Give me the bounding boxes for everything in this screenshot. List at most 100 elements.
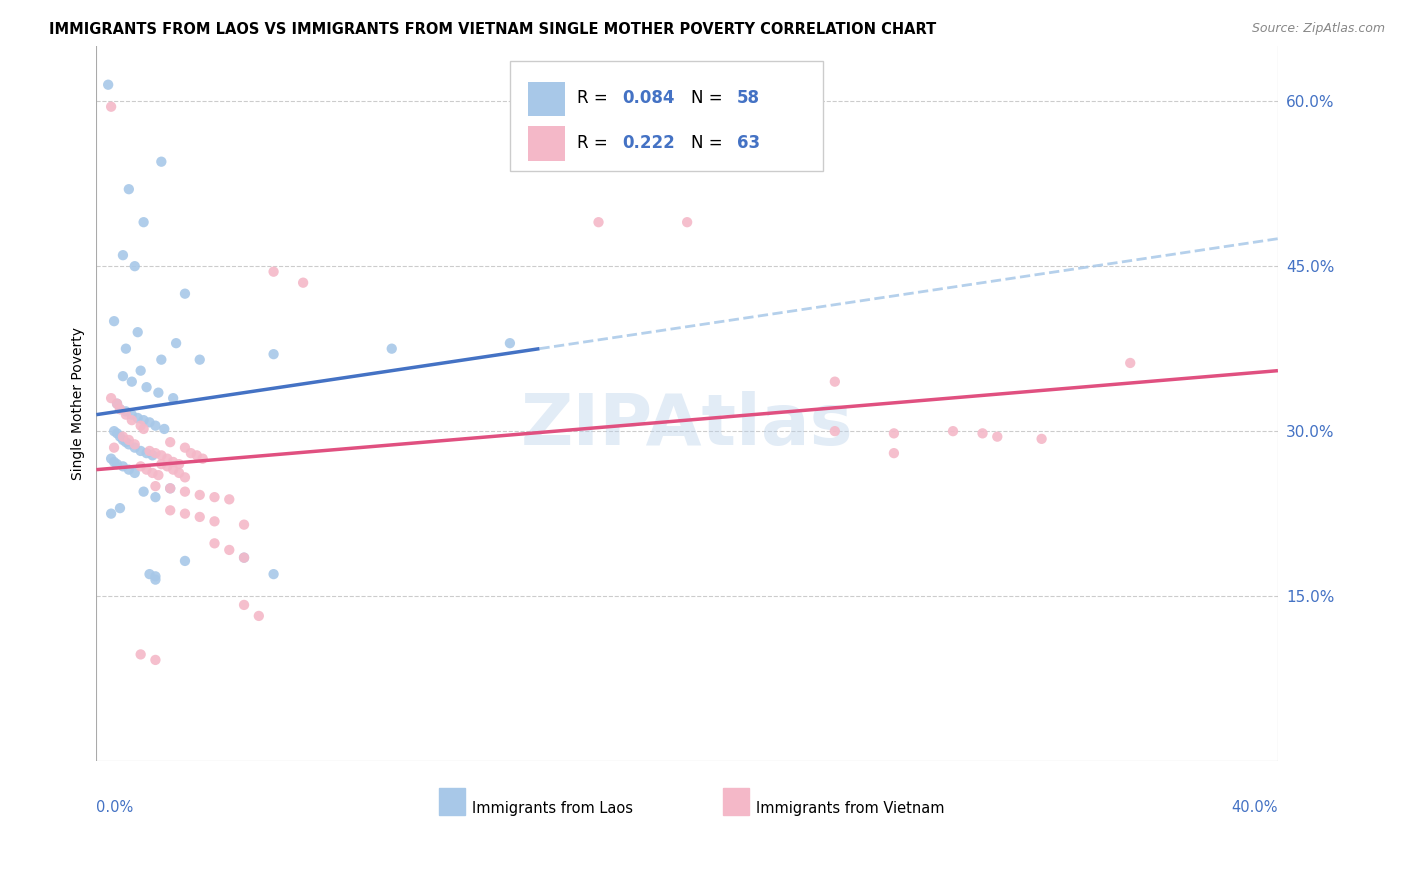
Point — [132, 422, 155, 436]
Point — [115, 404, 138, 418]
Point — [233, 598, 256, 612]
Point — [115, 435, 138, 450]
Point — [204, 536, 226, 550]
Point — [159, 435, 181, 450]
Point — [108, 402, 131, 417]
Point — [174, 484, 197, 499]
Point — [103, 314, 125, 328]
Point — [174, 286, 197, 301]
Point — [138, 444, 160, 458]
Point — [1031, 432, 1053, 446]
Point — [150, 154, 173, 169]
Point — [141, 448, 163, 462]
Point — [127, 411, 149, 425]
Text: 0.222: 0.222 — [621, 134, 675, 152]
Point — [247, 608, 270, 623]
Point — [150, 352, 173, 367]
Text: ZIPAtlas: ZIPAtlas — [520, 391, 853, 459]
Text: 63: 63 — [737, 134, 759, 152]
Point — [108, 501, 131, 516]
Point — [124, 437, 146, 451]
Point — [111, 369, 134, 384]
Point — [118, 182, 141, 196]
Point — [135, 463, 157, 477]
Text: Source: ZipAtlas.com: Source: ZipAtlas.com — [1251, 22, 1385, 36]
Point — [174, 507, 197, 521]
Point — [162, 391, 184, 405]
Text: R =: R = — [578, 134, 613, 152]
Point — [824, 424, 846, 438]
Point — [174, 470, 197, 484]
Point — [167, 457, 190, 471]
Point — [145, 569, 167, 583]
Point — [148, 385, 170, 400]
Bar — [527, 82, 565, 116]
Point — [159, 481, 181, 495]
Point — [233, 517, 256, 532]
Text: R =: R = — [578, 88, 613, 107]
Point — [121, 408, 143, 422]
Point — [588, 215, 610, 229]
Point — [141, 466, 163, 480]
Point — [138, 567, 160, 582]
Point — [191, 451, 214, 466]
Point — [115, 408, 138, 422]
Point — [103, 441, 125, 455]
Point — [233, 550, 256, 565]
Point — [111, 433, 134, 447]
Point — [292, 276, 315, 290]
Point — [121, 375, 143, 389]
Point — [150, 448, 173, 462]
Point — [100, 391, 122, 405]
Point — [115, 342, 138, 356]
Point — [233, 550, 256, 565]
Point — [108, 402, 131, 417]
Point — [188, 488, 211, 502]
Point — [156, 451, 179, 466]
Point — [100, 451, 122, 466]
Point — [132, 413, 155, 427]
Point — [167, 466, 190, 480]
Point — [156, 459, 179, 474]
Text: IMMIGRANTS FROM LAOS VS IMMIGRANTS FROM VIETNAM SINGLE MOTHER POVERTY CORRELATIO: IMMIGRANTS FROM LAOS VS IMMIGRANTS FROM … — [49, 22, 936, 37]
Point — [118, 433, 141, 447]
Point — [174, 441, 197, 455]
Point — [150, 457, 173, 471]
Point — [986, 430, 1008, 444]
Point — [118, 437, 141, 451]
Point — [103, 424, 125, 438]
Point — [111, 248, 134, 262]
Point — [135, 380, 157, 394]
Point — [145, 446, 167, 460]
Point — [121, 413, 143, 427]
Point — [127, 325, 149, 339]
Point — [145, 418, 167, 433]
Point — [218, 492, 240, 507]
Point — [159, 481, 181, 495]
Point — [124, 259, 146, 273]
Point — [1119, 356, 1142, 370]
Point — [111, 430, 134, 444]
Text: 0.0%: 0.0% — [97, 800, 134, 815]
Bar — [723, 788, 748, 814]
Point — [105, 457, 128, 471]
Y-axis label: Single Mother Poverty: Single Mother Poverty — [72, 327, 86, 480]
FancyBboxPatch shape — [510, 61, 823, 171]
Point — [100, 507, 122, 521]
Text: N =: N = — [690, 134, 727, 152]
Point — [132, 484, 155, 499]
Text: 0.084: 0.084 — [621, 88, 675, 107]
Point — [129, 648, 152, 662]
Text: 40.0%: 40.0% — [1232, 800, 1278, 815]
Point — [129, 444, 152, 458]
Point — [824, 375, 846, 389]
Point — [105, 426, 128, 441]
Point — [381, 342, 404, 356]
Point — [129, 459, 152, 474]
Point — [129, 364, 152, 378]
Text: N =: N = — [690, 88, 727, 107]
Point — [105, 397, 128, 411]
Point — [97, 78, 120, 92]
Point — [135, 446, 157, 460]
Point — [159, 503, 181, 517]
